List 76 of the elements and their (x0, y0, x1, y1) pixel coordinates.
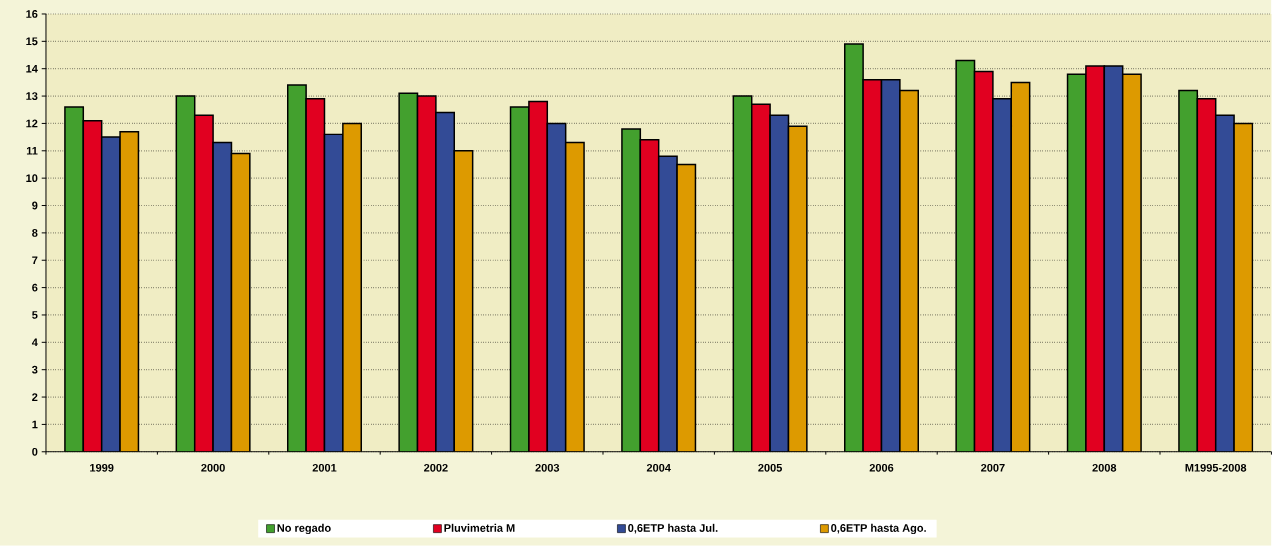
legend-label: 0,6ETP hasta Ago. (831, 523, 926, 535)
bar (119, 131, 140, 452)
y-tick-label: 16 (26, 10, 38, 18)
bar (621, 128, 642, 452)
y-tick-label: 8 (32, 229, 38, 237)
bar (1010, 81, 1031, 452)
bar (286, 84, 307, 452)
x-tick-label: 2006 (869, 464, 894, 472)
y-tick-label: 15 (26, 37, 38, 46)
y-tick-label: 9 (32, 201, 38, 210)
bar (880, 79, 901, 452)
bar (1178, 89, 1199, 452)
bar (175, 95, 196, 452)
bar (639, 139, 660, 452)
bar (212, 141, 233, 452)
x-tick-label: 2002 (424, 464, 448, 472)
y-tick-label: 5 (32, 311, 38, 319)
y-tick-label: 12 (26, 119, 38, 128)
y-tick-label: 11 (26, 147, 38, 155)
bar (100, 136, 121, 452)
bar (657, 155, 678, 452)
bar (899, 89, 920, 452)
y-tick-label: 1 (32, 420, 38, 429)
bar (1196, 98, 1217, 452)
bar (843, 43, 864, 452)
y-tick-label: 4 (31, 338, 38, 347)
x-tick-label: 2007 (981, 464, 1005, 472)
bar (992, 98, 1013, 452)
bar (862, 79, 883, 452)
bar (732, 95, 753, 452)
bar (787, 125, 808, 452)
bar (1066, 73, 1087, 452)
bar (193, 114, 214, 452)
y-tick-label: 0 (32, 448, 38, 456)
y-tick-label: 10 (26, 174, 38, 183)
y-tick-label: 2 (32, 393, 38, 402)
x-tick-label: 2000 (201, 464, 225, 472)
legend-label: 0,6ETP hasta Jul. (628, 523, 718, 534)
x-tick-label: 2008 (1092, 464, 1117, 472)
bar (509, 106, 530, 452)
y-tick-label: 13 (26, 92, 38, 101)
y-tick-label: 3 (32, 365, 38, 374)
y-tick-label: 6 (32, 283, 38, 292)
bar (323, 133, 344, 452)
bar (435, 111, 456, 452)
x-tick-label: 2005 (758, 464, 783, 472)
bar (546, 122, 567, 452)
bar (750, 103, 771, 452)
bar (416, 95, 437, 452)
bar (305, 98, 326, 452)
bar (676, 163, 697, 452)
bar (1085, 65, 1106, 452)
bar (769, 114, 790, 452)
bar (955, 59, 976, 452)
x-tick-label: 2004 (646, 464, 671, 472)
legend-label: Pluvimetria M (444, 523, 515, 533)
y-tick-label: 14 (26, 65, 38, 73)
bar (1233, 122, 1254, 452)
bar (64, 106, 85, 452)
x-tick-label: 2001 (312, 464, 337, 472)
legend-label: No regado (277, 523, 331, 535)
bar (528, 100, 549, 452)
bar (973, 70, 994, 452)
bar (230, 152, 251, 452)
bar (398, 92, 419, 452)
x-tick-label: 1999 (90, 464, 114, 472)
x-tick-label: 2003 (535, 464, 560, 472)
bar (82, 120, 103, 452)
x-tick-label: M1995-2008 (1185, 464, 1247, 472)
bar (453, 150, 474, 452)
bar (1121, 73, 1142, 452)
bar (1103, 65, 1124, 452)
bar (1214, 114, 1235, 452)
y-tick-label: 7 (32, 256, 38, 265)
bar (342, 122, 362, 452)
bar (564, 141, 585, 452)
